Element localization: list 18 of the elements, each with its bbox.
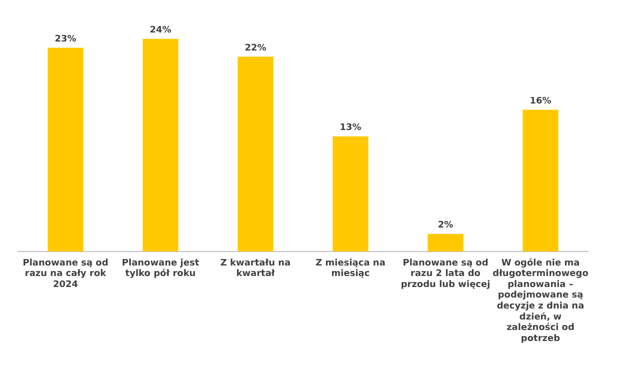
x-tick-label: Planowane są od razu 2 lata do przodu lub więcej: [400, 258, 490, 290]
data-label: 13%: [340, 123, 362, 134]
x-tick-label: Planowane są od razu na cały rok 2024: [22, 258, 108, 290]
x-tick-label: Z kwartału na kwartał: [220, 258, 291, 280]
x-tick-label: W ogóle nie ma długoterminowego planowania – podejmowane są decyzje z dnia na dzień, w zależności od potrzeb: [492, 257, 588, 344]
data-label: 22%: [244, 43, 266, 54]
bar: [522, 110, 558, 252]
x-tick-label: Z miesiąca na miesiąc: [316, 258, 386, 280]
bar: [332, 136, 368, 252]
bar: [48, 48, 84, 252]
data-label: 2%: [438, 220, 454, 231]
data-label: 16%: [530, 96, 552, 107]
bar: [142, 38, 178, 252]
x-tick-label: Planowane jest tylko pół roku: [122, 258, 200, 280]
bar: [238, 56, 274, 252]
bar: [428, 234, 464, 252]
data-label: 24%: [150, 26, 172, 36]
data-label: 23%: [54, 34, 76, 45]
